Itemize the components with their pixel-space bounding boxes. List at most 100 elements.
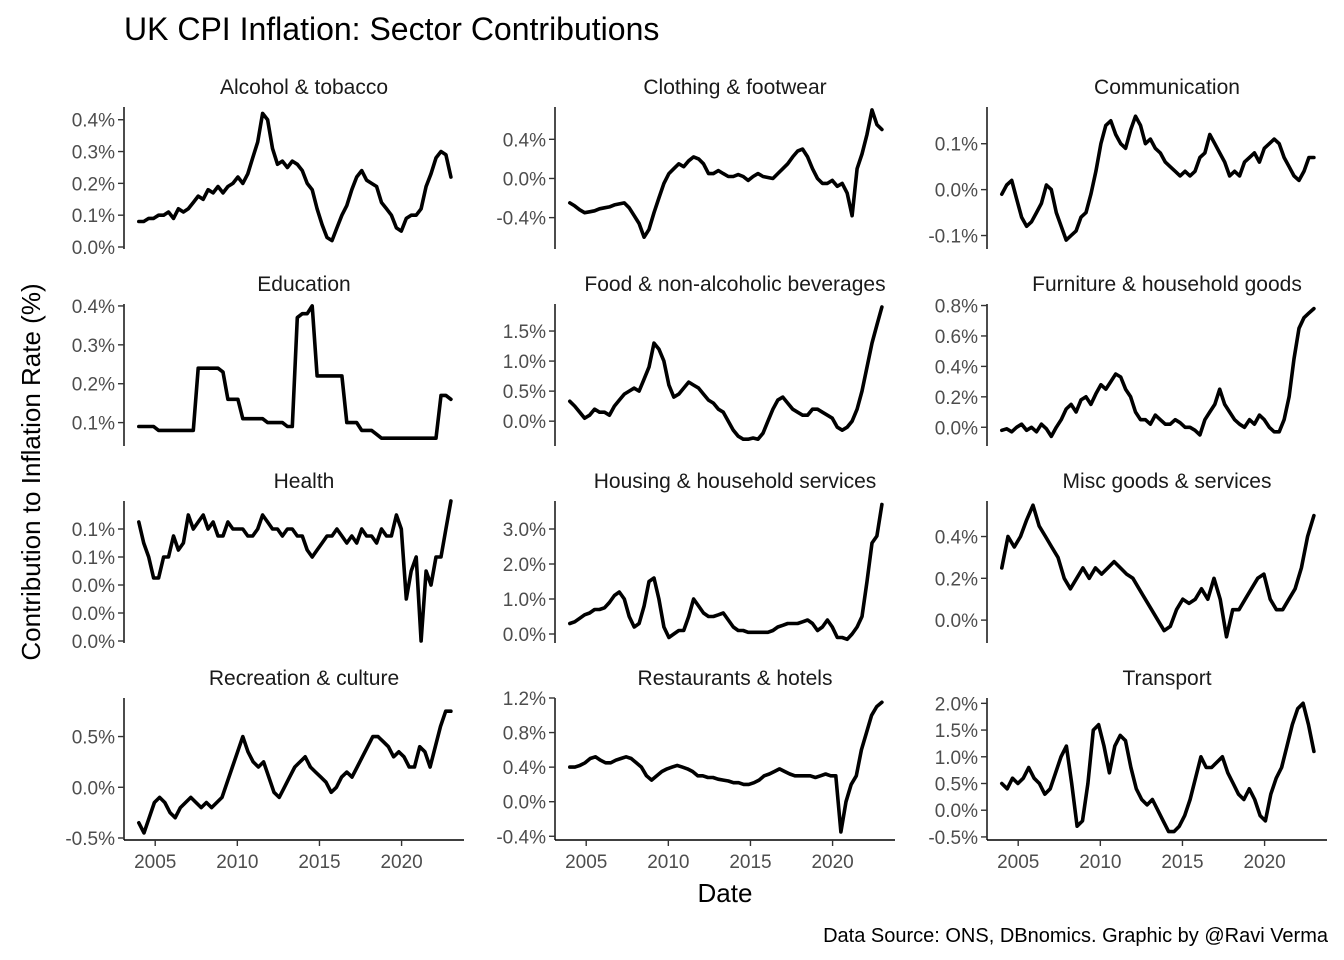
panel-communication: Communication -0.1% 0.0% 0.1% <box>928 76 1316 249</box>
x-axis-title: Date <box>698 878 753 908</box>
x-tick-label: 2005 <box>565 852 607 873</box>
x-tick-label: 2020 <box>380 852 422 873</box>
y-tick-label: 0.0% <box>935 611 978 632</box>
panel-restaurants-and-hotels: Restaurants & hotels -0.4% 0.0% 0.4% 0.8% 1.2… <box>496 667 895 873</box>
y-tick-label: 3.0% <box>503 520 546 541</box>
x-tick-label: 2010 <box>1079 852 1121 873</box>
y-tick-label: 0.0% <box>72 576 115 597</box>
series-line-recreation-and-culture <box>137 709 453 835</box>
panel-title: Clothing & footwear <box>643 76 826 99</box>
panel-transport: Transport -0.5% 0.0% 0.5% 1.0% 1.5% 2.0% 2005 20… <box>928 667 1327 873</box>
x-tick-label: 2015 <box>729 852 771 873</box>
y-tick-label: 0.8% <box>935 297 978 318</box>
x-tick-label: 2015 <box>298 852 340 873</box>
panel-title: Housing & household services <box>594 470 877 493</box>
panel-misc-goods-and-services: Misc goods & services 0.0% 0.2% 0.4% <box>935 470 1316 643</box>
y-tick-label: 0.4% <box>935 357 978 378</box>
chart-title: UK CPI Inflation: Sector Contributions <box>124 11 659 47</box>
series-line-alcohol-and-tobacco <box>137 111 453 243</box>
series-line-clothing-and-footwear <box>567 108 884 239</box>
y-tick-label: 0.0% <box>935 801 978 822</box>
panel-food-and-non-alcoholic-beverages: Food & non-alcoholic beverages 0.0% 0.5% 1.… <box>503 273 886 446</box>
x-tick-label: 2010 <box>647 852 689 873</box>
panel-title: Misc goods & services <box>1063 470 1272 493</box>
caption: Data Source: ONS, DBnomics. Graphic by @… <box>823 925 1329 947</box>
y-tick-label: 0.4% <box>72 111 115 132</box>
y-tick-label: 0.0% <box>503 625 546 646</box>
y-tick-label: 0.0% <box>72 778 115 799</box>
x-tick-label: 2020 <box>1243 852 1285 873</box>
y-tick-label: -0.4% <box>496 827 546 848</box>
y-tick-label: 0.1% <box>72 548 115 569</box>
y-tick-label: 0.1% <box>72 206 115 227</box>
panel-title: Health <box>274 470 335 493</box>
y-tick-label: 0.0% <box>503 169 546 190</box>
x-tick-label: 2005 <box>997 852 1039 873</box>
y-tick-label: 0.3% <box>72 336 115 357</box>
panel-clothing-and-footwear: Clothing & footwear -0.4% 0.0% 0.4% <box>496 76 884 249</box>
y-tick-label: 0.0% <box>72 238 115 259</box>
panel-title: Communication <box>1094 76 1240 99</box>
y-tick-label: 0.0% <box>503 793 546 814</box>
panel-title: Education <box>257 273 350 296</box>
panel-title: Furniture & household goods <box>1032 273 1302 296</box>
x-tick-label: 2005 <box>134 852 176 873</box>
y-tick-label: 0.1% <box>72 520 115 541</box>
y-tick-label: 0.2% <box>72 174 115 195</box>
panel-title: Food & non-alcoholic beverages <box>584 273 885 296</box>
panel-title: Alcohol & tobacco <box>220 76 388 99</box>
panel-housing-and-household-services: Housing & household services 0.0% 1.0% 2.0%… <box>503 470 884 646</box>
y-tick-label: 0.5% <box>503 382 546 403</box>
y-tick-label: 0.1% <box>72 414 115 435</box>
series-line-furniture-and-household-goods <box>999 306 1316 439</box>
y-tick-label: 2.0% <box>503 555 546 576</box>
y-tick-label: 0.0% <box>72 604 115 625</box>
y-tick-label: 0.3% <box>72 143 115 164</box>
panel-title: Recreation & culture <box>209 667 399 690</box>
y-tick-label: 1.0% <box>503 352 546 373</box>
y-tick-label: 0.2% <box>935 388 978 409</box>
y-tick-label: 2.0% <box>935 694 978 715</box>
facet-panels: Alcohol & tobacco0.0%0.1%0.2%0.3%0.4%Clo… <box>65 76 1327 873</box>
y-tick-label: 0.4% <box>935 528 978 549</box>
y-tick-label: -0.5% <box>928 828 978 849</box>
panel-recreation-and-culture: Recreation & culture -0.5% 0.0% 0.5% 2005 201… <box>65 667 464 873</box>
y-tick-label: 0.4% <box>72 297 115 318</box>
series-line-housing-and-household-services <box>567 502 884 642</box>
x-tick-label: 2010 <box>216 852 258 873</box>
series-line-transport <box>999 701 1316 834</box>
panel-education: Education 0.1% 0.2% 0.3% 0.4% <box>72 273 453 446</box>
y-tick-label: 0.2% <box>935 569 978 590</box>
panel-title: Restaurants & hotels <box>638 667 833 690</box>
y-tick-label: 1.0% <box>503 590 546 611</box>
series-line-communication <box>999 114 1316 242</box>
y-tick-label: 0.4% <box>503 130 546 151</box>
y-tick-label: 0.5% <box>72 728 115 749</box>
y-tick-label: -0.5% <box>65 829 115 850</box>
y-tick-label: -0.1% <box>928 227 978 248</box>
y-axis-title: Contribution to Inflation Rate (%) <box>16 283 46 660</box>
y-tick-label: 0.1% <box>935 135 978 156</box>
series-line-misc-goods-and-services <box>999 503 1316 639</box>
y-tick-label: 0.4% <box>503 758 546 779</box>
y-tick-label: 0.8% <box>503 724 546 745</box>
y-tick-label: 0.0% <box>72 632 115 653</box>
y-tick-label: 1.5% <box>935 721 978 742</box>
y-tick-label: 0.0% <box>935 418 978 439</box>
panel-alcohol-and-tobacco: Alcohol & tobacco 0.0% 0.1% 0.2% 0.3% 0.4% <box>72 76 453 259</box>
y-tick-label: 1.0% <box>935 748 978 769</box>
panel-furniture-and-household-goods: Furniture & household goods 0.0% 0.2% 0.4% 0… <box>935 273 1316 446</box>
y-tick-label: 0.2% <box>72 375 115 396</box>
y-tick-label: 0.0% <box>503 412 546 433</box>
y-tick-label: -0.4% <box>496 209 546 230</box>
x-tick-label: 2015 <box>1161 852 1203 873</box>
x-tick-label: 2020 <box>811 852 853 873</box>
panel-title: Transport <box>1122 667 1211 690</box>
y-tick-label: 1.5% <box>503 322 546 343</box>
series-line-food-and-non-alcoholic-beverages <box>567 305 884 442</box>
series-line-health <box>137 499 453 643</box>
y-tick-label: 0.5% <box>935 774 978 795</box>
series-line-education <box>137 304 453 441</box>
series-line-restaurants-and-hotels <box>567 700 884 834</box>
